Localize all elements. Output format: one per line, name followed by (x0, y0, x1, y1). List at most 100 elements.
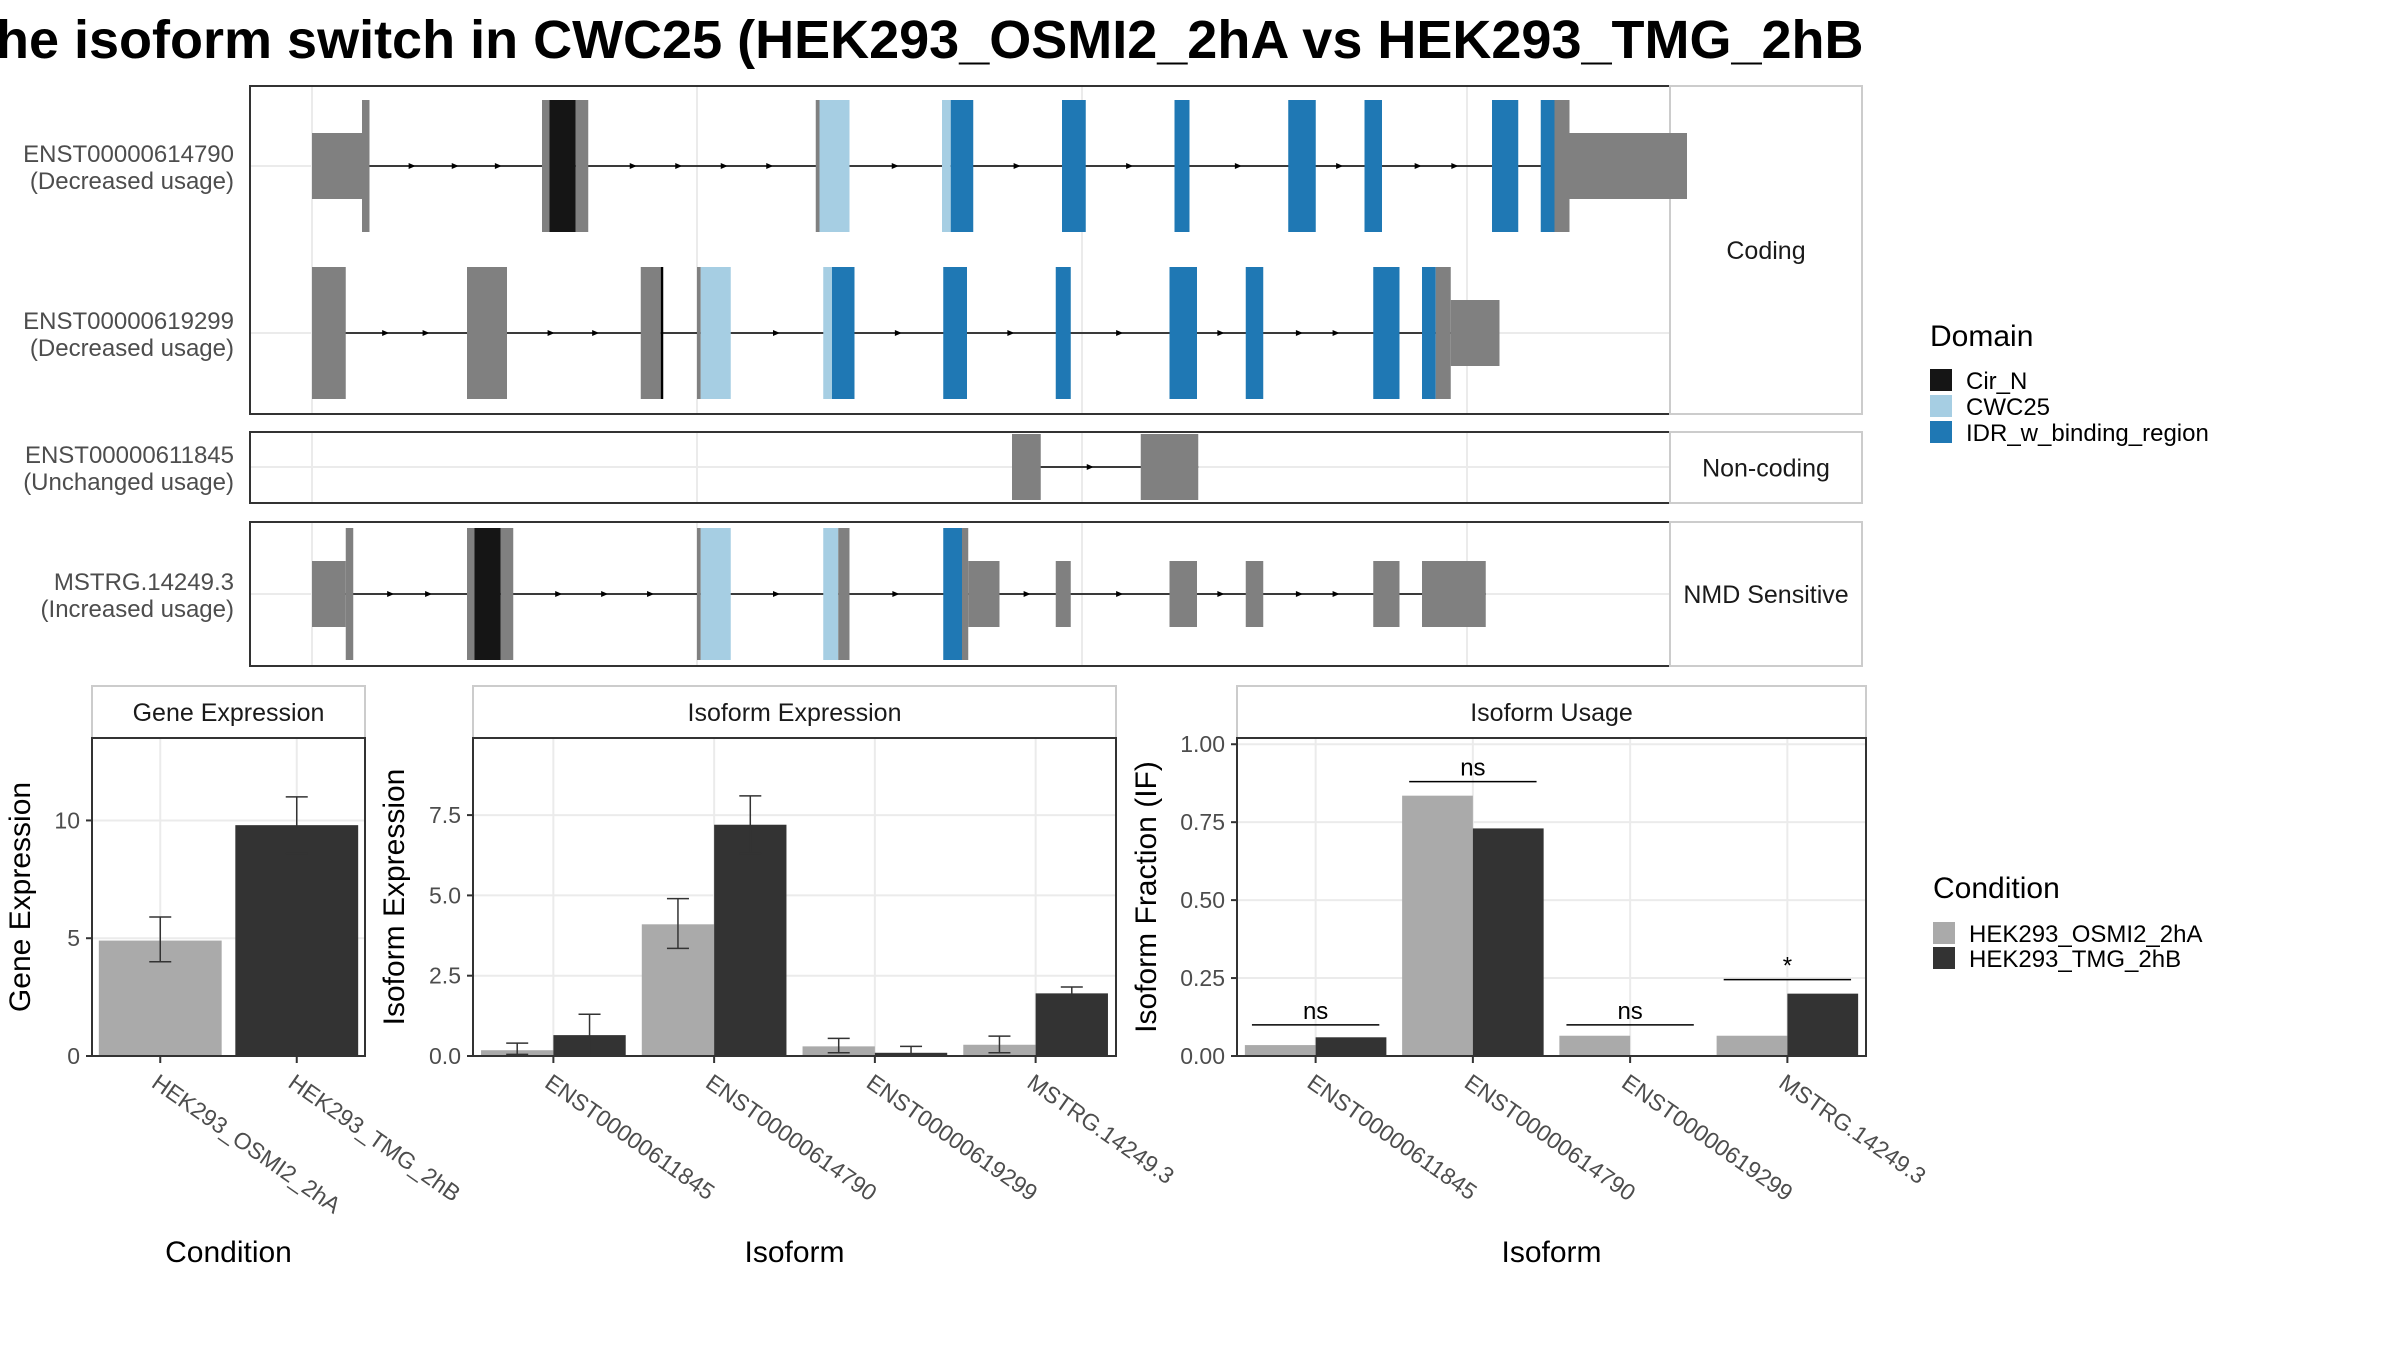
strand-arrow (1086, 464, 1094, 470)
strand-arrow (1116, 591, 1124, 597)
bar (1787, 993, 1859, 1056)
strand-arrow (1217, 591, 1225, 597)
exon-block (467, 528, 475, 660)
domain-block (1422, 267, 1436, 399)
strand-arrow (601, 591, 609, 597)
strand-arrow (1295, 330, 1303, 336)
exon-block (312, 133, 362, 199)
panel-title: Isoform Usage (1470, 699, 1633, 727)
domain-block (549, 100, 576, 232)
panel-strip (91, 685, 366, 739)
panel-border (472, 737, 1117, 1057)
domain-block (942, 100, 951, 232)
panel-border (91, 737, 366, 1057)
strand-arrow (894, 330, 902, 336)
exon-block (1373, 561, 1400, 627)
bar (1035, 993, 1108, 1056)
exon-block (1055, 561, 1071, 627)
panel-strip (472, 685, 1117, 739)
x-tick-label: ENST00000611845 (1303, 1069, 1482, 1205)
domain-block (1288, 100, 1316, 232)
legend-label-cir-n: Cir_N (1966, 368, 2027, 395)
domain-block (1492, 100, 1519, 232)
significance-label: * (1783, 953, 1792, 980)
bar (1716, 1035, 1788, 1056)
exon-block (1140, 434, 1199, 500)
legend-swatch-idr (1930, 421, 1952, 443)
exon-block (467, 267, 507, 399)
strand-arrow (720, 163, 728, 169)
x-tick-label: ENST00000619299 (1617, 1069, 1797, 1206)
bar (1472, 828, 1544, 1056)
strand-arrow (1007, 330, 1015, 336)
domain-block (823, 528, 839, 660)
transcript-id-label: MSTRG.14249.3 (54, 569, 234, 596)
bar (1402, 795, 1473, 1056)
significance-label: ns (1303, 998, 1328, 1025)
transcript-usage-label: (Decreased usage) (30, 168, 234, 195)
y-tick-label: 5.0 (429, 882, 461, 908)
strand-arrow (629, 163, 637, 169)
x-tick-label: ENST00000614790 (701, 1069, 881, 1206)
domain-legend-title: Domain (1930, 320, 2033, 353)
strand-arrow (892, 591, 900, 597)
x-axis-title: Condition (165, 1236, 292, 1269)
x-axis-title: Isoform (744, 1236, 844, 1269)
strand-arrow (1295, 591, 1303, 597)
domain-block (1373, 267, 1400, 399)
exon-block (640, 267, 661, 399)
strand-arrow (675, 163, 683, 169)
exon-block (1169, 561, 1197, 627)
exon-block (500, 528, 514, 660)
strand-arrow (1116, 330, 1124, 336)
legend-label-idr: IDR_w_binding_region (1966, 420, 2209, 447)
exon-block (968, 561, 1000, 627)
transcript-MSTRG.14249.3: MSTRG.14249.3(Increased usage) (41, 528, 1486, 660)
strand-arrow (1126, 163, 1134, 169)
strand-arrow (387, 591, 395, 597)
exon-block (660, 267, 664, 399)
strand-arrow (1332, 330, 1340, 336)
bar (1315, 1037, 1387, 1056)
domain-block (943, 267, 967, 399)
panel-title: Isoform Expression (688, 699, 902, 727)
domain-block (1169, 267, 1197, 399)
domain-block (474, 528, 501, 660)
structure-strip (1669, 521, 1863, 667)
strand-arrow (766, 163, 774, 169)
structure-strip (1669, 431, 1863, 504)
y-axis-title: Gene Expression (4, 782, 37, 1012)
panel-strip (1236, 685, 1867, 739)
exon-block (962, 528, 969, 660)
strand-arrow (1217, 330, 1225, 336)
exon-block (312, 561, 346, 627)
strand-arrow (1023, 591, 1031, 597)
strand-arrow (408, 163, 416, 169)
domain-block (700, 267, 731, 399)
significance-label: ns (1617, 998, 1642, 1025)
y-tick-label: 0.25 (1180, 965, 1225, 991)
legend-swatch-cir-n (1930, 369, 1952, 391)
significance-label: ns (1460, 755, 1485, 782)
panel-title: Gene Expression (133, 699, 325, 727)
y-axis-title: Isoform Expression (378, 769, 411, 1026)
structure-strip (1669, 85, 1863, 415)
strand-arrow (451, 163, 459, 169)
transcript-id-label: ENST00000614790 (23, 141, 234, 168)
x-tick-label: MSTRG.14249.3 (1775, 1069, 1931, 1189)
exon-block (1012, 434, 1041, 500)
structure-strip-label: Non-coding (1702, 455, 1830, 483)
strand-arrow (425, 591, 433, 597)
structure-strip-label: Coding (1726, 237, 1805, 265)
strand-arrow (382, 330, 390, 336)
domain-block (1174, 100, 1190, 232)
y-tick-label: 5 (67, 925, 80, 951)
bar (714, 824, 787, 1056)
domain-block (1055, 267, 1071, 399)
exon-block (575, 100, 589, 232)
strand-arrow (1336, 163, 1344, 169)
strand-arrow (422, 330, 430, 336)
strand-arrow (647, 591, 655, 597)
strand-arrow (773, 591, 780, 597)
